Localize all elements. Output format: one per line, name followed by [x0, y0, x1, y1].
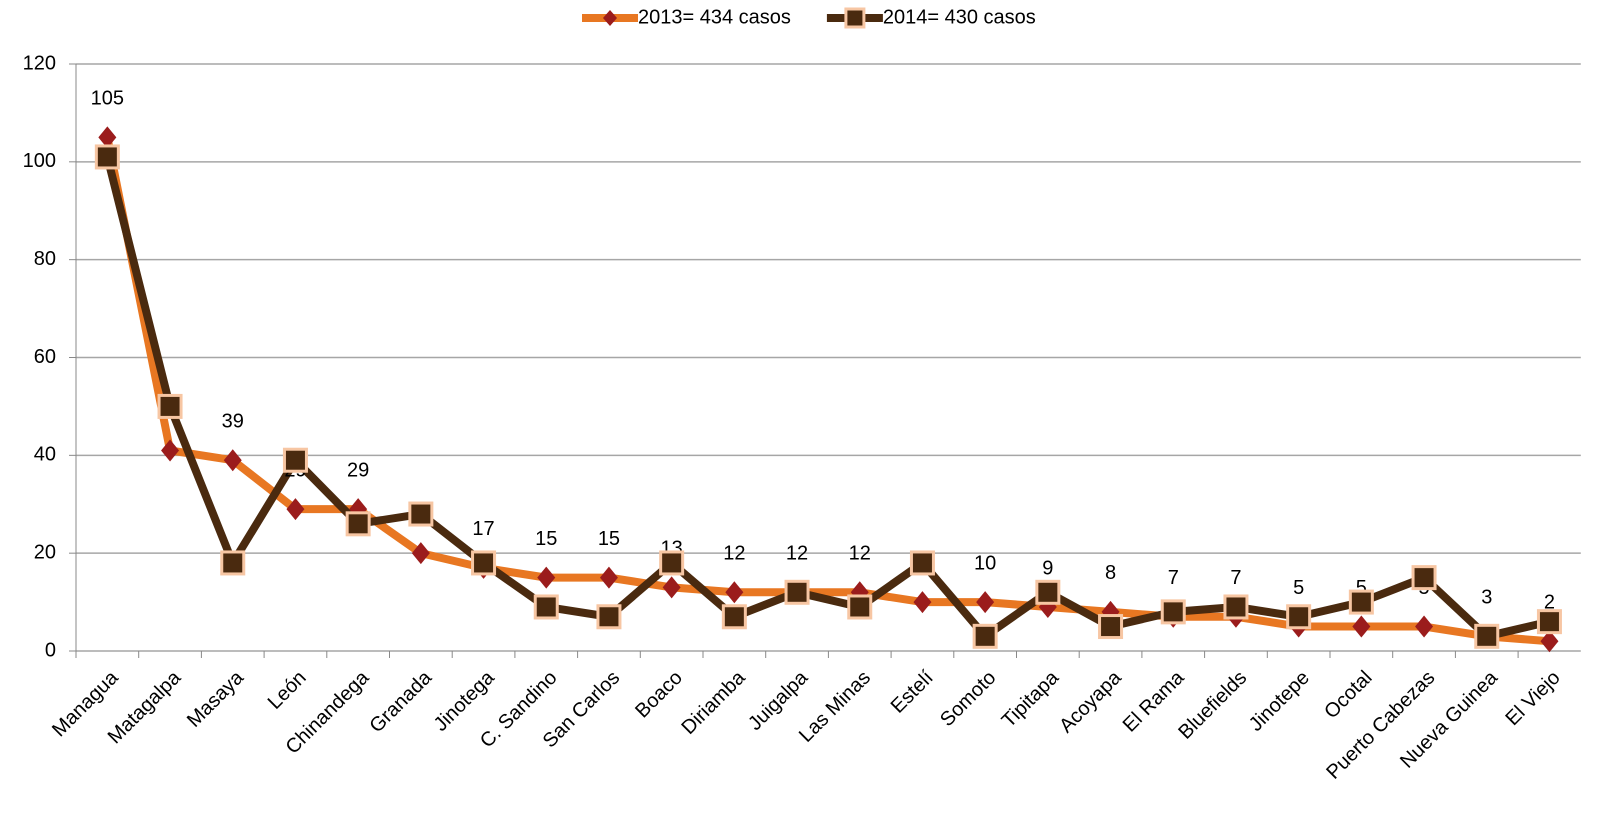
point: [1286, 604, 1312, 630]
legend-label: 2014= 430 casos: [883, 6, 1036, 28]
point: [537, 566, 556, 589]
point: [345, 511, 371, 537]
x-tick-label: El Viejo: [1501, 667, 1564, 730]
point: [408, 501, 434, 527]
x-tick-label: Granada: [366, 666, 437, 737]
x-tick-label: Ocotal: [1320, 667, 1376, 723]
y-tick-label: 60: [34, 346, 56, 368]
y-tick-label: 0: [45, 639, 56, 661]
y-tick-label: 120: [23, 52, 56, 74]
x-tick-label: León: [264, 667, 311, 714]
point: [411, 542, 430, 565]
x-tick-label: Masaya: [183, 666, 249, 732]
legend-marker: [603, 10, 617, 26]
data-label: 5: [1356, 577, 1367, 599]
data-label: 17: [472, 518, 494, 540]
point: [1098, 614, 1124, 640]
point: [662, 576, 681, 599]
point: [599, 566, 618, 589]
data-label: 2: [1544, 591, 1555, 613]
y-tick-label: 100: [23, 150, 56, 172]
data-label: 15: [535, 528, 557, 550]
point: [596, 604, 622, 630]
x-tick-label: Acoyapa: [1055, 666, 1126, 737]
point: [98, 126, 117, 149]
legend: 2013= 434 casos 2014= 430 casos: [582, 6, 1036, 29]
point: [157, 393, 183, 419]
series-line: [103, 155, 1551, 641]
point: [1160, 599, 1186, 625]
point: [1415, 615, 1434, 638]
x-tick-label: Jinotepe: [1245, 667, 1314, 736]
data-label: 3: [1481, 587, 1492, 609]
point: [1352, 615, 1371, 638]
data-label: 7: [1230, 567, 1241, 589]
y-tick-label: 80: [34, 248, 56, 270]
point: [913, 591, 932, 614]
point: [1035, 579, 1061, 605]
y-tick-label: 20: [34, 541, 56, 563]
point: [1223, 594, 1249, 620]
data-label: 8: [1105, 562, 1116, 584]
x-tick-label: Estelí: [887, 666, 938, 717]
point: [847, 594, 873, 620]
point: [659, 550, 685, 576]
data-label: 29: [347, 459, 369, 481]
point: [286, 498, 305, 521]
legend-marker: [844, 7, 866, 29]
point: [1474, 623, 1500, 649]
data-label: 105: [91, 88, 124, 110]
point: [471, 550, 497, 576]
point: [282, 447, 308, 473]
x-tick-label: Puerto Cabezas: [1322, 667, 1439, 784]
point: [533, 594, 559, 620]
point: [972, 623, 998, 649]
point: [1536, 609, 1562, 635]
data-label: 12: [849, 543, 871, 565]
data-label: 9: [1042, 557, 1053, 579]
data-label: 5: [1293, 577, 1304, 599]
data-label: 12: [786, 543, 808, 565]
point: [721, 604, 747, 630]
data-label: 12: [723, 543, 745, 565]
data-label: 15: [598, 528, 620, 550]
point: [976, 591, 995, 614]
x-tick-label: Somoto: [936, 667, 1000, 731]
point: [161, 439, 180, 462]
data-label: 10: [974, 552, 996, 574]
point: [909, 550, 935, 576]
x-tick-label: Tipitapa: [998, 666, 1064, 732]
point: [1540, 630, 1559, 653]
point: [784, 579, 810, 605]
data-label: 39: [222, 411, 244, 433]
point: [725, 581, 744, 604]
y-tick-label: 40: [34, 444, 56, 466]
x-tick-label: Boaco: [631, 667, 687, 723]
series-line: [103, 136, 1550, 646]
legend-label: 2013= 434 casos: [638, 6, 791, 28]
x-tick-label: Diriamba: [677, 666, 750, 739]
point: [94, 144, 120, 170]
point: [223, 449, 242, 472]
x-tick-label: Bluefields: [1174, 667, 1251, 744]
point: [1348, 589, 1374, 615]
point: [1411, 565, 1437, 591]
data-label: 7: [1168, 567, 1179, 589]
point: [220, 550, 246, 576]
